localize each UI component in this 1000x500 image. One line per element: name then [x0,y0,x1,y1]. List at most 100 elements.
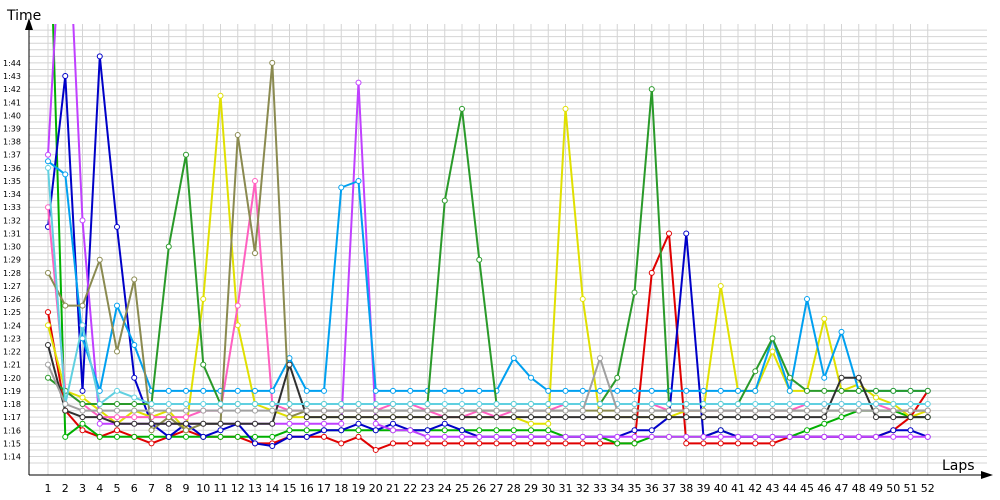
data-point [79,217,86,224]
data-point [579,407,586,414]
data-point [786,407,793,414]
data-point [407,387,414,394]
data-point [769,414,776,421]
series-line [47,344,928,425]
data-point [390,387,396,394]
series-2 [52,24,931,447]
data-point [286,401,293,408]
data-point [459,427,465,434]
data-point [493,427,500,434]
data-point [441,440,448,447]
x-tick-label: 32 [576,482,590,495]
data-point [666,414,672,421]
axes [25,18,993,479]
data-point [510,440,517,447]
x-tick-label: 27 [490,482,504,495]
data-point [286,433,293,440]
data-point [907,414,914,421]
x-tick-label: 31 [559,482,573,495]
data-point [683,387,690,394]
data-point [735,440,741,447]
data-point [873,394,879,401]
data-point [510,433,517,440]
data-point [528,420,534,427]
x-tick-label: 22 [403,482,417,495]
x-tick-label: 21 [386,482,400,495]
data-point [597,401,603,408]
series-line [47,55,929,447]
data-point [545,407,552,414]
data-point [441,433,448,440]
data-point [752,433,759,440]
data-point [614,374,621,381]
data-point [614,387,621,394]
x-tick-label: 52 [921,482,935,495]
data-point [907,427,914,434]
data-point [165,387,172,394]
x-tick-label: 41 [731,482,745,495]
data-point [631,401,638,408]
data-point [96,433,103,440]
y-tick-label: 1:18 [3,400,21,409]
data-point [597,433,603,440]
data-point [62,433,69,440]
data-point [873,401,879,408]
data-point [683,401,690,408]
data-point [924,414,931,421]
data-point [924,407,931,414]
data-point [666,433,672,440]
data-point [372,446,379,453]
data-point [183,401,189,408]
data-point [890,414,897,421]
data-point [700,440,707,447]
data-point [441,407,448,414]
data-point [476,427,483,434]
x-tick-label: 30 [541,482,555,495]
data-point [752,401,759,408]
data-point [441,197,448,204]
data-point [821,414,828,421]
data-point [855,401,862,408]
data-point [96,256,103,263]
data-point [614,440,621,447]
x-tick-label: 39 [697,482,711,495]
data-point [838,414,845,421]
data-point [459,414,465,421]
data-point [407,414,414,421]
data-point [441,414,448,421]
data-point [355,79,362,86]
data-point [252,440,258,447]
y-tick-label: 1:25 [3,308,21,317]
x-tick-label: 23 [421,482,435,495]
x-tick-label: 42 [748,482,762,495]
data-point [62,73,69,80]
data-point [338,401,345,408]
data-point [148,401,155,408]
data-point [700,433,707,440]
y-tick-label: 1:38 [3,138,21,147]
data-point [62,401,69,408]
y-tick-label: 1:20 [3,374,21,383]
data-point [459,407,465,414]
data-point [252,250,258,257]
x-tick-label: 24 [438,482,452,495]
data-point [579,440,586,447]
data-point [562,414,569,421]
data-point [493,414,500,421]
data-point [252,177,258,184]
x-tick-label: 19 [352,482,366,495]
data-point [804,407,810,414]
data-point [286,420,293,427]
data-point [183,407,189,414]
y-tick-label: 1:23 [3,334,21,343]
data-point [838,407,845,414]
data-point [79,302,86,309]
y-tick-label: 1:44 [3,59,21,68]
data-point [269,443,276,450]
data-point [579,387,586,394]
data-point [165,420,172,427]
x-tick-label: 13 [248,482,262,495]
data-point [45,361,51,368]
data-point [355,433,362,440]
